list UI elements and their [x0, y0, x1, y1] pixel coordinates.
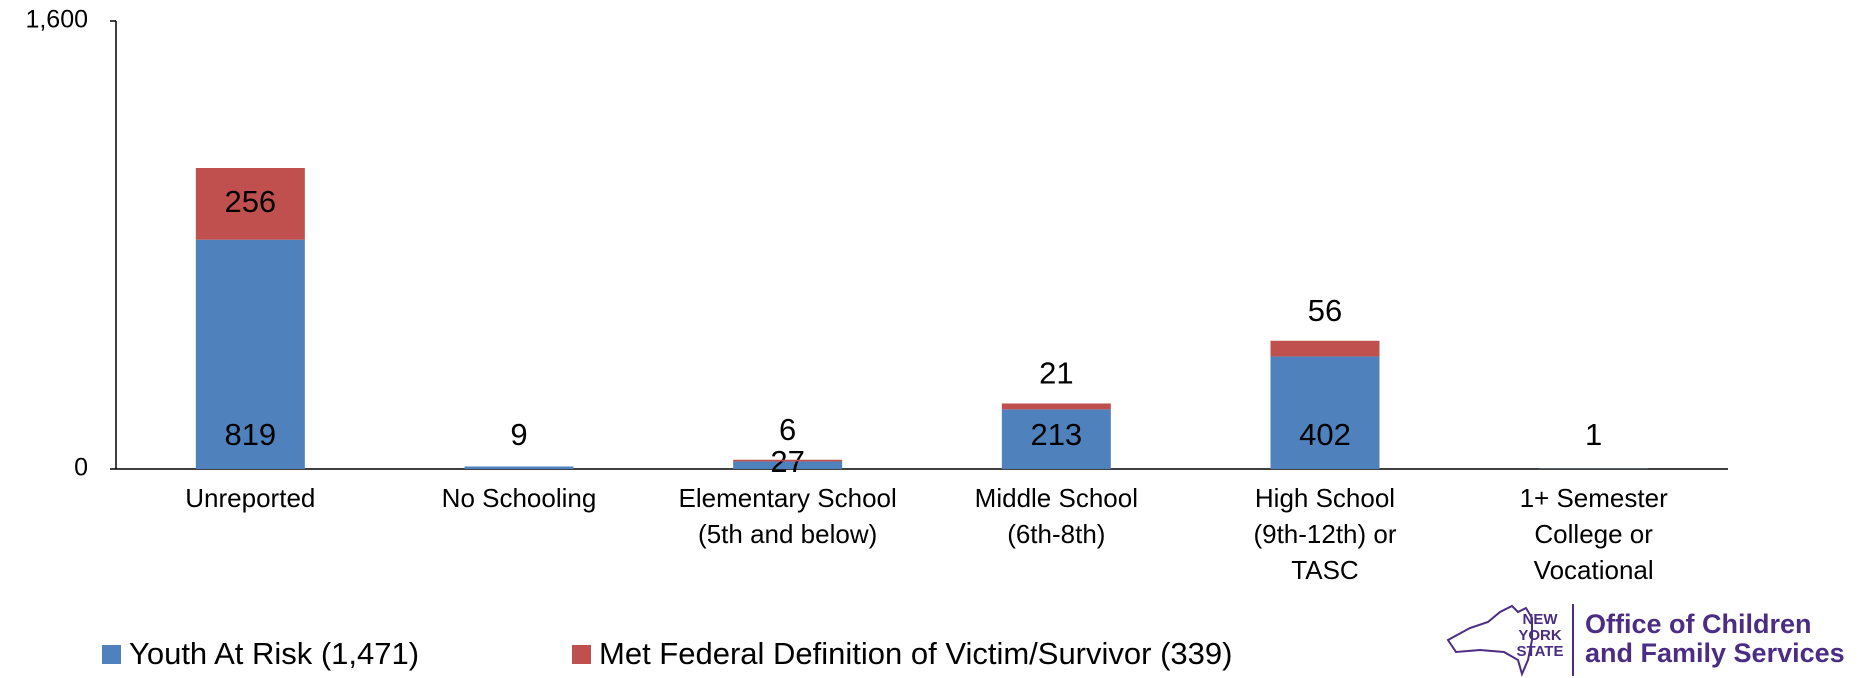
x-tick-label: No Schooling — [442, 483, 597, 513]
bar-segment — [195, 239, 305, 469]
logo-agency: Office of Children — [1585, 609, 1812, 639]
y-tick-label: 1,600 — [25, 6, 88, 34]
bar-segment — [733, 461, 843, 469]
logo-state-shape — [1446, 604, 1533, 677]
data-label: 21 — [1039, 356, 1073, 391]
logo-state: NEW — [1523, 611, 1559, 628]
data-label: 1 — [1585, 417, 1602, 452]
bar-segment — [1270, 356, 1380, 469]
bar-segment — [195, 168, 305, 240]
x-tick-label: Elementary School — [679, 483, 897, 513]
logo-agency: and Family Services — [1585, 638, 1845, 668]
x-tick-label: TASC — [1291, 555, 1358, 585]
x-tick-label: (9th-12th) or — [1253, 519, 1396, 549]
logo: NEW YORK STATE Office of Children and Fa… — [1446, 604, 1845, 677]
data-label: 402 — [1299, 417, 1351, 452]
x-tick-label: Middle School — [975, 483, 1138, 513]
bar-segment — [733, 459, 843, 462]
bar-segment — [1270, 340, 1380, 357]
data-label: 9 — [510, 417, 527, 452]
bar-segment — [1001, 409, 1111, 469]
legend-label: Youth At Risk (1,471) — [129, 636, 419, 671]
bar-segment — [464, 466, 574, 469]
x-tick-label: (6th-8th) — [1007, 519, 1105, 549]
data-label: 819 — [224, 417, 276, 452]
x-tick-label: Unreported — [185, 483, 315, 513]
y-tick-label: 0 — [74, 454, 88, 482]
data-label: 56 — [1308, 293, 1342, 328]
legend-swatch — [572, 645, 591, 664]
x-tick-label: High School — [1255, 483, 1395, 513]
data-label: 256 — [224, 184, 276, 219]
logo-state: YORK — [1518, 627, 1562, 644]
data-label: 213 — [1030, 417, 1082, 452]
bar-segment — [1001, 403, 1111, 410]
x-tick-label: (5th and below) — [698, 519, 877, 549]
data-label: 6 — [779, 412, 796, 447]
x-tick-label: Vocational — [1534, 555, 1654, 585]
legend-label: Met Federal Definition of Victim/Survivo… — [599, 636, 1232, 671]
legend-swatch — [102, 645, 121, 664]
data-label: 27 — [770, 444, 804, 479]
logo-state: STATE — [1517, 643, 1564, 660]
x-tick-label: College or — [1534, 519, 1653, 549]
x-tick-label: 1+ Semester — [1520, 483, 1668, 513]
